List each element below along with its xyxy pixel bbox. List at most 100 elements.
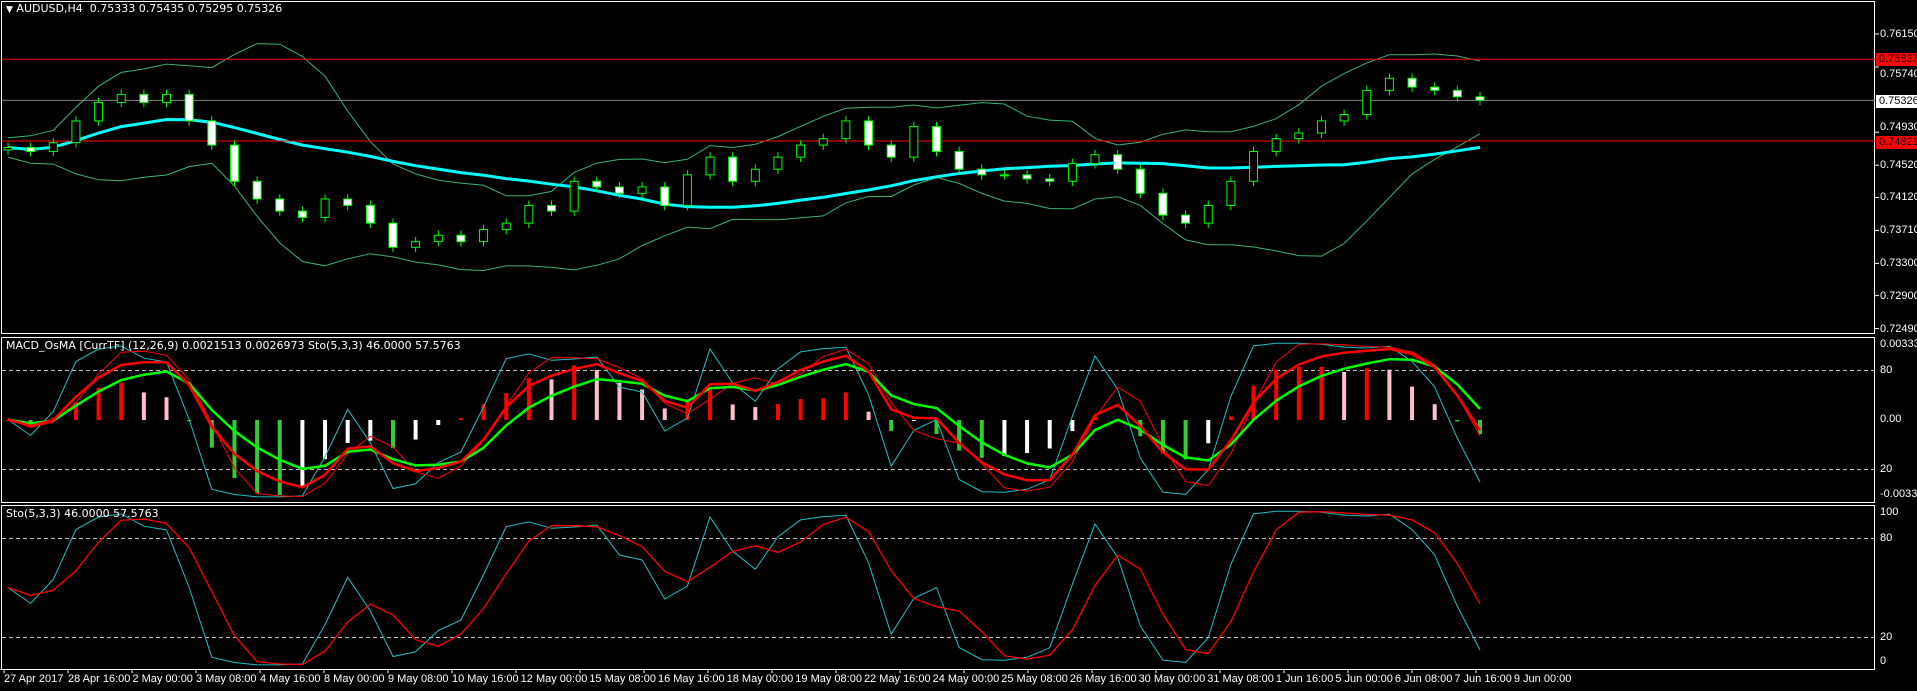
bull-candle bbox=[796, 144, 806, 158]
stoch-main-line bbox=[7, 342, 1481, 498]
bear-candle bbox=[886, 144, 896, 158]
price-axis-label: 0.73300 bbox=[1880, 257, 1917, 270]
osma-histogram-bar bbox=[232, 420, 237, 479]
bull-candle bbox=[3, 146, 13, 151]
slow-signal-green-line bbox=[7, 357, 1481, 471]
osma-histogram-bar bbox=[1387, 369, 1392, 420]
bear-candle bbox=[660, 186, 670, 206]
bear-candle bbox=[1407, 77, 1417, 88]
current-price-tag: 0.75326 bbox=[1876, 95, 1917, 108]
osma-histogram-bar bbox=[640, 389, 645, 420]
osma-histogram-bar bbox=[1070, 420, 1075, 432]
osma-histogram-bar bbox=[753, 407, 758, 420]
osma-histogram-bar bbox=[300, 420, 305, 487]
osma-histogram-bar bbox=[1478, 420, 1482, 435]
osma-histogram-bar bbox=[458, 418, 463, 420]
osma-histogram-bar bbox=[277, 420, 282, 495]
osma-histogram-bar bbox=[911, 420, 916, 421]
bull-candle bbox=[116, 93, 126, 103]
osma-histogram-bar bbox=[1455, 420, 1460, 422]
osma-histogram-bar bbox=[934, 420, 939, 435]
bear-candle bbox=[954, 151, 964, 170]
osma-histogram-bar bbox=[1364, 368, 1369, 420]
osma-histogram-bar bbox=[481, 404, 486, 420]
bear-candle bbox=[1452, 89, 1462, 98]
bear-candle bbox=[977, 168, 987, 176]
osma-histogram-bar bbox=[549, 379, 554, 420]
bear-candle bbox=[252, 180, 262, 200]
time-axis-label: 12 May 00:00 bbox=[520, 673, 588, 685]
time-axis-label: 1 Jun 16:00 bbox=[1275, 673, 1334, 685]
bull-candle bbox=[682, 174, 692, 206]
osma-histogram-bar bbox=[1228, 416, 1233, 420]
symbol-menu-icon[interactable]: ▼ bbox=[6, 5, 13, 15]
moving-average-line bbox=[7, 117, 1481, 209]
bear-candle bbox=[139, 93, 149, 103]
osma-histogram-bar bbox=[1206, 420, 1211, 444]
osma-histogram-bar bbox=[1002, 420, 1007, 457]
bull-candle bbox=[433, 234, 443, 243]
macd-osma-pane[interactable] bbox=[6, 342, 1482, 498]
bollinger-lower-band bbox=[7, 133, 1481, 272]
osma-histogram-bar bbox=[255, 420, 260, 494]
symbol-label: AUDUSD,H4 bbox=[16, 2, 83, 15]
price-axis-label: 0.73710 bbox=[1880, 224, 1917, 237]
price-axis-label: 0.72490 bbox=[1880, 322, 1917, 335]
bear-candle bbox=[26, 146, 36, 153]
osma-histogram-bar bbox=[889, 420, 894, 431]
bull-candle bbox=[909, 126, 919, 158]
osma-histogram-bar bbox=[957, 420, 962, 451]
bull-candle bbox=[1226, 180, 1236, 206]
price-axis-label: 0.76150 bbox=[1880, 28, 1917, 40]
main-price-pane[interactable] bbox=[2, 43, 1875, 272]
osma-histogram-bar bbox=[1025, 420, 1030, 454]
time-axis-label: 16 May 16:00 bbox=[657, 673, 725, 685]
stochastic-pane[interactable] bbox=[7, 510, 1481, 666]
time-axis-label: 25 May 08:00 bbox=[1001, 673, 1068, 685]
macd-axis-min: -0.003362 bbox=[1880, 488, 1917, 500]
ohlc-values: 0.75333 0.75435 0.75295 0.75326 bbox=[89, 2, 283, 15]
time-axis-label: 26 May 16:00 bbox=[1069, 673, 1137, 685]
time-axis-label: 18 May 00:00 bbox=[726, 673, 794, 685]
price-axis-label: 0.74520 bbox=[1880, 159, 1917, 172]
bear-candle bbox=[931, 126, 941, 153]
price-axis-label: 0.74120 bbox=[1880, 191, 1917, 204]
osma-histogram-bar bbox=[866, 411, 871, 420]
stoch-axis-100: 100 bbox=[1880, 506, 1899, 518]
bear-candle bbox=[1045, 178, 1055, 182]
time-axis-label: 30 May 00:00 bbox=[1138, 673, 1206, 685]
chart-header[interactable]: ▼ AUDUSD,H4 0.75333 0.75435 0.75295 0.75… bbox=[6, 2, 282, 15]
bull-candle bbox=[48, 142, 58, 153]
time-axis-label: 31 May 08:00 bbox=[1207, 673, 1274, 685]
bull-candle bbox=[1067, 163, 1077, 182]
osma-histogram-bar bbox=[1296, 366, 1301, 420]
bull-candle bbox=[411, 241, 421, 248]
macd-pane-title: MACD_OsMA [CurrTF] (12,26,9) 0.0021513 0… bbox=[6, 339, 461, 352]
osma-histogram-bar bbox=[323, 420, 328, 460]
bollinger-upper-band bbox=[7, 43, 1481, 197]
osma-histogram-bar bbox=[436, 420, 441, 425]
bear-candle bbox=[1113, 154, 1123, 170]
bull-candle bbox=[71, 120, 81, 144]
osma-histogram-bar bbox=[1047, 420, 1052, 449]
stochastic-pane-title: Sto(5,3,3) 46.0000 57.5763 bbox=[6, 507, 159, 520]
time-axis-label: 19 May 08:00 bbox=[795, 673, 862, 685]
bull-candle bbox=[1203, 204, 1213, 224]
time-axis-label: 27 Apr 2017 bbox=[4, 673, 64, 685]
bull-candle bbox=[841, 120, 851, 140]
osma-histogram-bar bbox=[1183, 420, 1188, 460]
price-axis-label: 0.74930 bbox=[1880, 121, 1917, 133]
osma-histogram-bar bbox=[119, 382, 124, 420]
osma-histogram-bar bbox=[821, 398, 826, 420]
osma-histogram-bar bbox=[345, 420, 350, 444]
osma-histogram-bar bbox=[843, 392, 848, 420]
bull-candle bbox=[637, 186, 647, 194]
bull-candle bbox=[1316, 120, 1326, 134]
bull-candle bbox=[818, 138, 828, 146]
macd-axis-max: 0.003333 bbox=[1880, 338, 1917, 350]
bear-candle bbox=[547, 204, 557, 212]
osma-histogram-bar bbox=[1274, 369, 1279, 420]
bull-candle bbox=[999, 174, 1009, 177]
time-axis-label: 28 Apr 16:00 bbox=[68, 673, 131, 685]
